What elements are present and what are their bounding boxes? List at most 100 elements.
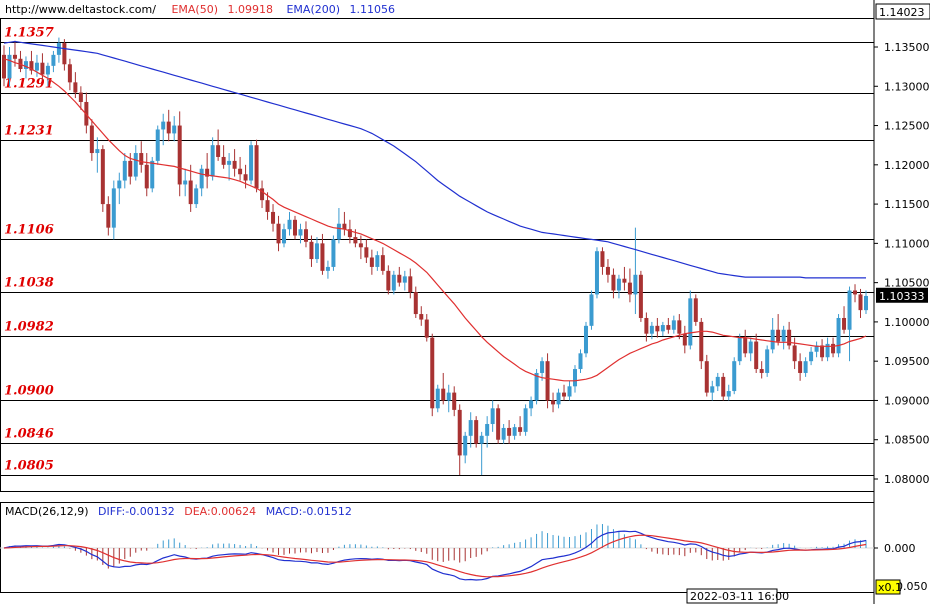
candle-body bbox=[271, 211, 276, 224]
candle-body bbox=[452, 392, 457, 410]
candle-body bbox=[23, 61, 28, 69]
current-price-text: 1.14023 bbox=[879, 6, 925, 19]
candle-body bbox=[430, 337, 435, 409]
candle-body bbox=[243, 174, 248, 181]
candle-body bbox=[474, 420, 479, 444]
candle-body bbox=[249, 145, 254, 181]
candle-body bbox=[770, 329, 775, 350]
level-label: 1.0900 bbox=[4, 384, 54, 399]
timestamp-text: 2022-03-11 16:00 bbox=[690, 590, 789, 603]
candle-body bbox=[660, 325, 665, 332]
macd-dea-line bbox=[3, 534, 867, 578]
candle-body bbox=[276, 223, 281, 244]
candle-body bbox=[282, 229, 287, 244]
candle-body bbox=[29, 61, 34, 71]
candle-body bbox=[45, 65, 50, 75]
candle-body bbox=[781, 329, 786, 342]
candle-body bbox=[287, 219, 292, 230]
ema200-line bbox=[3, 40, 866, 279]
candle-body bbox=[507, 427, 512, 436]
candle-body bbox=[227, 160, 232, 165]
candle-body bbox=[205, 168, 210, 177]
level-label: 1.0982 bbox=[4, 320, 54, 335]
candle-body bbox=[726, 391, 731, 397]
level-label: 1.1106 bbox=[4, 223, 54, 238]
candle-body bbox=[89, 125, 94, 154]
y-tick-label: 1.12500 bbox=[884, 120, 930, 133]
level-label: 1.1291 bbox=[4, 77, 54, 92]
candle-body bbox=[545, 361, 550, 401]
candle-body bbox=[715, 376, 720, 387]
macd-title: MACD(26,12,9) bbox=[5, 505, 89, 518]
candle-body bbox=[364, 247, 369, 258]
candle-body bbox=[671, 320, 676, 330]
candle-body bbox=[463, 435, 468, 456]
y-tick-label: 1.10000 bbox=[884, 316, 930, 329]
y-tick-label: 1.10500 bbox=[884, 277, 930, 290]
candle-body bbox=[408, 276, 413, 293]
candle-body bbox=[314, 243, 319, 260]
candle-body bbox=[369, 257, 374, 267]
y-tick-label: 1.09500 bbox=[884, 355, 930, 368]
candle-body bbox=[666, 325, 671, 330]
candle-body bbox=[183, 180, 188, 185]
candle-body bbox=[501, 427, 506, 440]
candle-body bbox=[710, 386, 715, 393]
candle-body bbox=[254, 145, 259, 189]
candle-body bbox=[633, 274, 638, 295]
level-label: 1.0805 bbox=[4, 459, 54, 474]
candle-body bbox=[386, 270, 391, 291]
candle-body bbox=[583, 325, 588, 354]
candle-body bbox=[677, 320, 682, 334]
y-tick-label: 1.13000 bbox=[884, 80, 930, 93]
candle-body bbox=[814, 345, 819, 352]
candle-body bbox=[638, 274, 643, 318]
candle-body bbox=[446, 392, 451, 401]
candle-body bbox=[649, 325, 654, 334]
candle-body bbox=[748, 341, 753, 354]
candle-body bbox=[95, 149, 100, 154]
candle-body bbox=[133, 153, 138, 177]
candle-body bbox=[380, 255, 385, 271]
candle-body bbox=[743, 337, 748, 354]
candle-body bbox=[111, 188, 116, 228]
ema50-line bbox=[3, 58, 867, 382]
candle-body bbox=[825, 343, 830, 358]
candle-body bbox=[551, 400, 556, 405]
macd-dea-value: DEA:0.00624 bbox=[184, 505, 257, 518]
candle-body bbox=[34, 62, 39, 71]
last-price-text: 1.10333 bbox=[879, 290, 925, 303]
candle-body bbox=[139, 153, 144, 165]
candle-body bbox=[589, 294, 594, 326]
candle-body bbox=[787, 329, 792, 346]
zoom-badge-text: x0.1 bbox=[878, 581, 902, 594]
ema50-value: 1.09918 bbox=[227, 3, 273, 16]
y-tick-label: 1.11000 bbox=[884, 237, 930, 250]
candle-body bbox=[210, 145, 215, 177]
y-tick-label: 1.11500 bbox=[884, 198, 930, 211]
candle-body bbox=[298, 229, 303, 236]
candle-body bbox=[468, 420, 473, 436]
candles-group bbox=[2, 37, 868, 476]
candle-body bbox=[518, 427, 523, 432]
site-url[interactable]: http://www.deltastock.com/ bbox=[5, 3, 156, 16]
candle-body bbox=[155, 129, 160, 161]
candle-body bbox=[161, 121, 166, 130]
candle-body bbox=[12, 54, 17, 59]
candle-body bbox=[562, 392, 567, 397]
candle-body bbox=[512, 427, 517, 436]
candle-body bbox=[836, 317, 841, 354]
candle-body bbox=[397, 274, 402, 283]
candle-body bbox=[847, 290, 852, 330]
candle-body bbox=[721, 376, 726, 397]
candle-body bbox=[798, 361, 803, 373]
candle-body bbox=[166, 121, 171, 134]
candle-body bbox=[594, 251, 599, 295]
candle-body bbox=[320, 243, 325, 271]
candle-body bbox=[820, 345, 825, 358]
ema200-label: EMA(200) bbox=[286, 3, 341, 16]
candle-body bbox=[496, 408, 501, 440]
macd-y-tick-label: 0.000 bbox=[884, 542, 916, 555]
